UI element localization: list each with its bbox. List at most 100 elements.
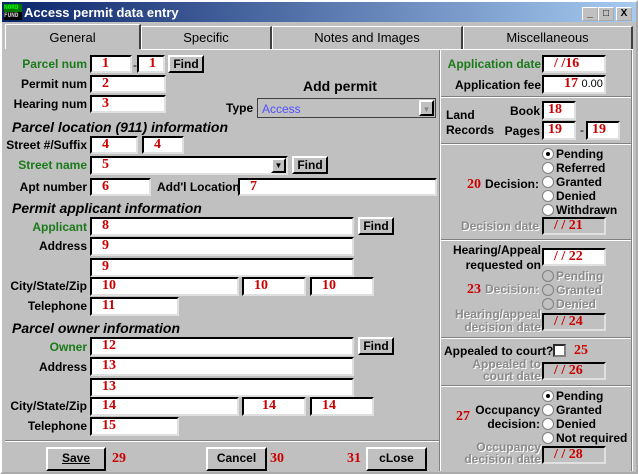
radio-denied[interactable] [542,190,554,202]
hearing-requested-field[interactable]: / / 22 [542,248,606,266]
street-name-label: Street name [18,158,87,172]
close-button[interactable]: cLose [366,447,427,471]
appealed-date-field[interactable]: / / 26 [542,362,606,380]
tab-miscellaneous[interactable]: Miscellaneous [463,26,633,49]
city-field[interactable]: 10 [90,277,239,296]
appealed-checkbox[interactable] [553,344,566,357]
type-value: Access [262,102,301,116]
occupancy-date-field[interactable]: / / 28 [542,446,606,464]
divider [441,385,631,387]
applicant-field[interactable]: 8 [90,217,354,236]
hearing-decision-date-label: Hearing/appeal decision date [454,307,541,334]
addl-location-label: Add'l Location [157,180,240,194]
owner-field[interactable]: 12 [90,337,354,356]
land-records-label: Land Records [446,108,495,137]
address-line1-field[interactable]: 9 [90,237,354,256]
application-fee-field[interactable]: 17 0.00 [542,75,606,94]
cancel-button[interactable]: Cancel [206,447,267,471]
radio-granted[interactable] [542,404,554,416]
appealed-label: Appealed to court? [444,344,554,358]
applicant-heading: Permit applicant information [12,200,202,216]
decision-date-field[interactable]: / / 21 [542,217,606,235]
tab-notes-images[interactable]: Notes and Images [272,26,463,49]
applicant-find-button[interactable]: Find [358,217,394,235]
permit-num-field[interactable]: 2 [90,75,166,93]
telephone-label: Telephone [27,299,87,313]
parcel-num-field-2[interactable]: 1 [137,55,165,73]
application-date-field[interactable]: / /16 [542,55,606,73]
owner-address-line2-field[interactable]: 13 [90,378,354,397]
state-field[interactable]: 10 [242,277,306,296]
street-num-field[interactable]: 4 [90,136,138,154]
radio-referred[interactable] [542,162,554,174]
telephone-field[interactable]: 11 [90,297,179,316]
close-window-button[interactable]: X [616,7,632,21]
chevron-down-icon[interactable]: ▼ [271,158,286,173]
street-find-button[interactable]: Find [292,156,328,174]
divider [441,143,631,145]
chevron-down-icon[interactable]: ▼ [419,100,434,116]
city-state-zip-label: City/State/Zip [10,279,87,293]
addl-location-field[interactable]: 7 [238,178,437,196]
apt-number-field[interactable]: 6 [90,178,151,196]
owner-telephone-field[interactable]: 15 [90,417,179,436]
tab-general[interactable]: General [5,24,141,49]
parcel-dash: - [133,58,137,72]
radio-denied[interactable] [542,418,554,430]
maximize-button[interactable]: □ [598,7,614,21]
owner-zip-field[interactable]: 14 [310,397,374,416]
radio-granted[interactable] [542,176,554,188]
street-suffix-field[interactable]: 4 [142,136,184,154]
type-select[interactable]: Access ▼ [257,98,436,118]
radio-pending [542,270,554,282]
title-bar: NORD FUND Access permit data entry _ □ X [2,2,636,22]
radio-pending[interactable] [542,390,554,402]
owner-state-field[interactable]: 14 [242,397,306,416]
application-fee-label: Application fee [454,78,541,92]
fee-marker: 17 [564,76,578,91]
close-marker: 31 [347,451,361,466]
permit-num-label: Permit num [20,77,87,91]
book-field[interactable]: 18 [542,101,576,120]
appealed-date-label: Appealed to court date [472,357,541,383]
app-icon: NORD FUND [4,4,22,20]
street-name-select[interactable]: 5 [90,156,288,175]
minimize-button[interactable]: _ [582,7,598,21]
radio-label: Pending [556,389,604,403]
icon-text: FUND [4,12,19,19]
owner-city-field[interactable]: 14 [90,397,239,416]
panel-border [631,50,633,471]
radio-label: Pending [556,269,604,283]
pages-to-field[interactable]: 19 [586,121,620,140]
save-button[interactable]: Save [46,447,106,471]
divider [5,440,440,442]
address-line2-field[interactable]: 9 [90,258,354,277]
fee-value: 0.00 [581,78,603,90]
radio-withdrawn[interactable] [542,204,554,216]
apt-number-label: Apt number [19,180,87,194]
applicant-label: Applicant [32,220,87,234]
divider [441,239,631,241]
parcel-num-field-1[interactable]: 1 [90,55,132,73]
owner-find-button[interactable]: Find [358,337,394,355]
radio-pending[interactable] [542,148,554,160]
owner-address-line1-field[interactable]: 13 [90,357,354,376]
pages-from-field[interactable]: 19 [542,121,576,140]
hearing-num-label: Hearing num [13,97,87,111]
zip-field[interactable]: 10 [310,277,374,296]
radio-label: Pending [556,147,604,161]
hearing-num-field[interactable]: 3 [90,95,166,113]
save-marker: 29 [112,451,126,466]
occupancy-marker: 27 [456,409,470,424]
window-title: Access permit data entry [24,5,179,20]
decision-date-label: Decision date [460,219,539,233]
radio-denied [542,298,554,310]
radio-not-required[interactable] [542,432,554,444]
owner-address-label: Address [38,360,87,374]
tab-specific[interactable]: Specific [141,26,272,49]
owner-heading: Parcel owner information [12,320,181,336]
hearing-decision-date-field[interactable]: / / 24 [542,313,606,331]
parcel-find-button[interactable]: Find [168,55,204,73]
decision-marker: 20 [467,177,481,192]
owner-city-state-zip-label: City/State/Zip [10,399,87,413]
